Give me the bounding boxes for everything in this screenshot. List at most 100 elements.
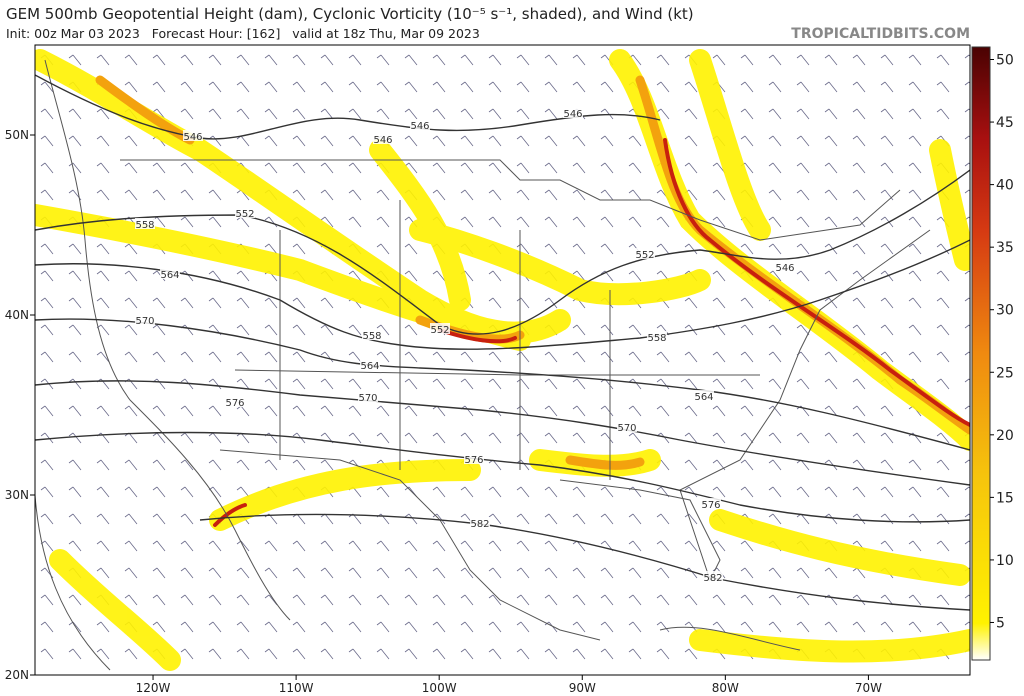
wind-barb [600, 405, 614, 417]
wind-barb [740, 378, 754, 390]
wind-barb [964, 297, 970, 302]
wind-barb [796, 216, 810, 228]
wind-barb [236, 351, 250, 363]
wind-barb [628, 540, 642, 552]
wind-barb [236, 54, 250, 66]
wind-barb [432, 594, 446, 606]
wind-barb [824, 513, 838, 525]
colorbar-tick-label: 25 [996, 365, 1014, 381]
wind-barb [348, 378, 362, 390]
wind-barb [880, 432, 894, 444]
wind-barb [152, 405, 166, 417]
wind-barb [852, 135, 866, 147]
wind-barb [712, 189, 726, 201]
wind-barb [936, 432, 950, 444]
wind-barb [768, 108, 782, 120]
wind-barb [180, 513, 194, 525]
wind-barb [684, 432, 698, 444]
wind-barb [320, 81, 334, 93]
wind-barb [236, 567, 250, 579]
wind-barb [628, 621, 642, 633]
wind-barb [544, 648, 558, 660]
wind-barb [908, 297, 922, 309]
contour-labels: 546 546 546 546 552 558 564 570 552 558 564 570 576 5… [135, 107, 795, 584]
wind-barb [264, 297, 278, 309]
wind-barb [348, 135, 362, 147]
wind-barb [320, 648, 334, 660]
wind-barb [964, 405, 970, 410]
wind-barb [264, 648, 278, 660]
wind-barb [936, 297, 950, 309]
wind-barb [124, 594, 138, 606]
wind-barb [964, 540, 970, 545]
wind-barb [768, 189, 782, 201]
wind-barb [404, 324, 418, 336]
wind-barb [236, 648, 250, 660]
wind-barb [880, 135, 894, 147]
wind-barb [404, 513, 418, 525]
wind-barb [460, 189, 474, 201]
wind-barb [404, 270, 418, 282]
wind-barb [740, 459, 754, 471]
wind-barb [768, 378, 782, 390]
wind-barb [824, 351, 838, 363]
wind-barb [320, 189, 334, 201]
wind-barb [572, 243, 586, 255]
wind-barb [936, 378, 950, 390]
contour-label: 558 [647, 333, 666, 344]
wind-barb [544, 81, 558, 93]
wind-barb [152, 594, 166, 606]
colorbar-tick-label: 5 [996, 615, 1005, 631]
wind-barb [768, 54, 782, 66]
contour-label: 552 [235, 209, 254, 220]
contour-label-bg [470, 517, 490, 528]
wind-barb [516, 54, 530, 66]
wind-barb [124, 648, 138, 660]
wind-barb [880, 162, 894, 174]
wind-barb [628, 135, 642, 147]
wind-barb [208, 486, 222, 498]
wind-barb [712, 540, 726, 552]
wind-barb [404, 81, 418, 93]
wind-barb [348, 189, 362, 201]
wind-barb [96, 162, 110, 174]
wind-barb [68, 378, 82, 390]
wind-barb [460, 351, 474, 363]
wind-barb [740, 432, 754, 444]
wind-barb [264, 81, 278, 93]
wind-barb [768, 324, 782, 336]
wind-barb [96, 297, 110, 309]
contour-label-bg [362, 329, 382, 340]
wind-barb [712, 405, 726, 417]
wind-barb [96, 108, 110, 120]
wind-barb [964, 513, 970, 518]
wind-barb [684, 243, 698, 255]
wind-barb [824, 405, 838, 417]
wind-barb [852, 594, 866, 606]
wind-barb [656, 243, 670, 255]
wind-barb [656, 405, 670, 417]
wind-barb [488, 594, 502, 606]
wind-barb [376, 405, 390, 417]
wind-barb [376, 540, 390, 552]
wind-barb [908, 594, 922, 606]
wind-barb [152, 81, 166, 93]
wind-barb [572, 135, 586, 147]
wind-barb [40, 459, 54, 471]
vorticity-shading [35, 49, 970, 671]
wind-barb [40, 513, 54, 525]
wind-barb [600, 432, 614, 444]
wind-barb [320, 459, 334, 471]
map-area: 546 546 546 546 552 558 564 570 552 558 564 570 576 5… [35, 45, 970, 675]
wind-barb [768, 432, 782, 444]
wind-barb [432, 378, 446, 390]
wind-barb [432, 162, 446, 174]
wind-barb [348, 594, 362, 606]
wind-barb [656, 648, 670, 660]
wind-barb [292, 351, 306, 363]
wind-barb [740, 243, 754, 255]
wind-barb [488, 621, 502, 633]
wind-barb [292, 594, 306, 606]
wind-barb [152, 459, 166, 471]
wind-barb [40, 189, 54, 201]
